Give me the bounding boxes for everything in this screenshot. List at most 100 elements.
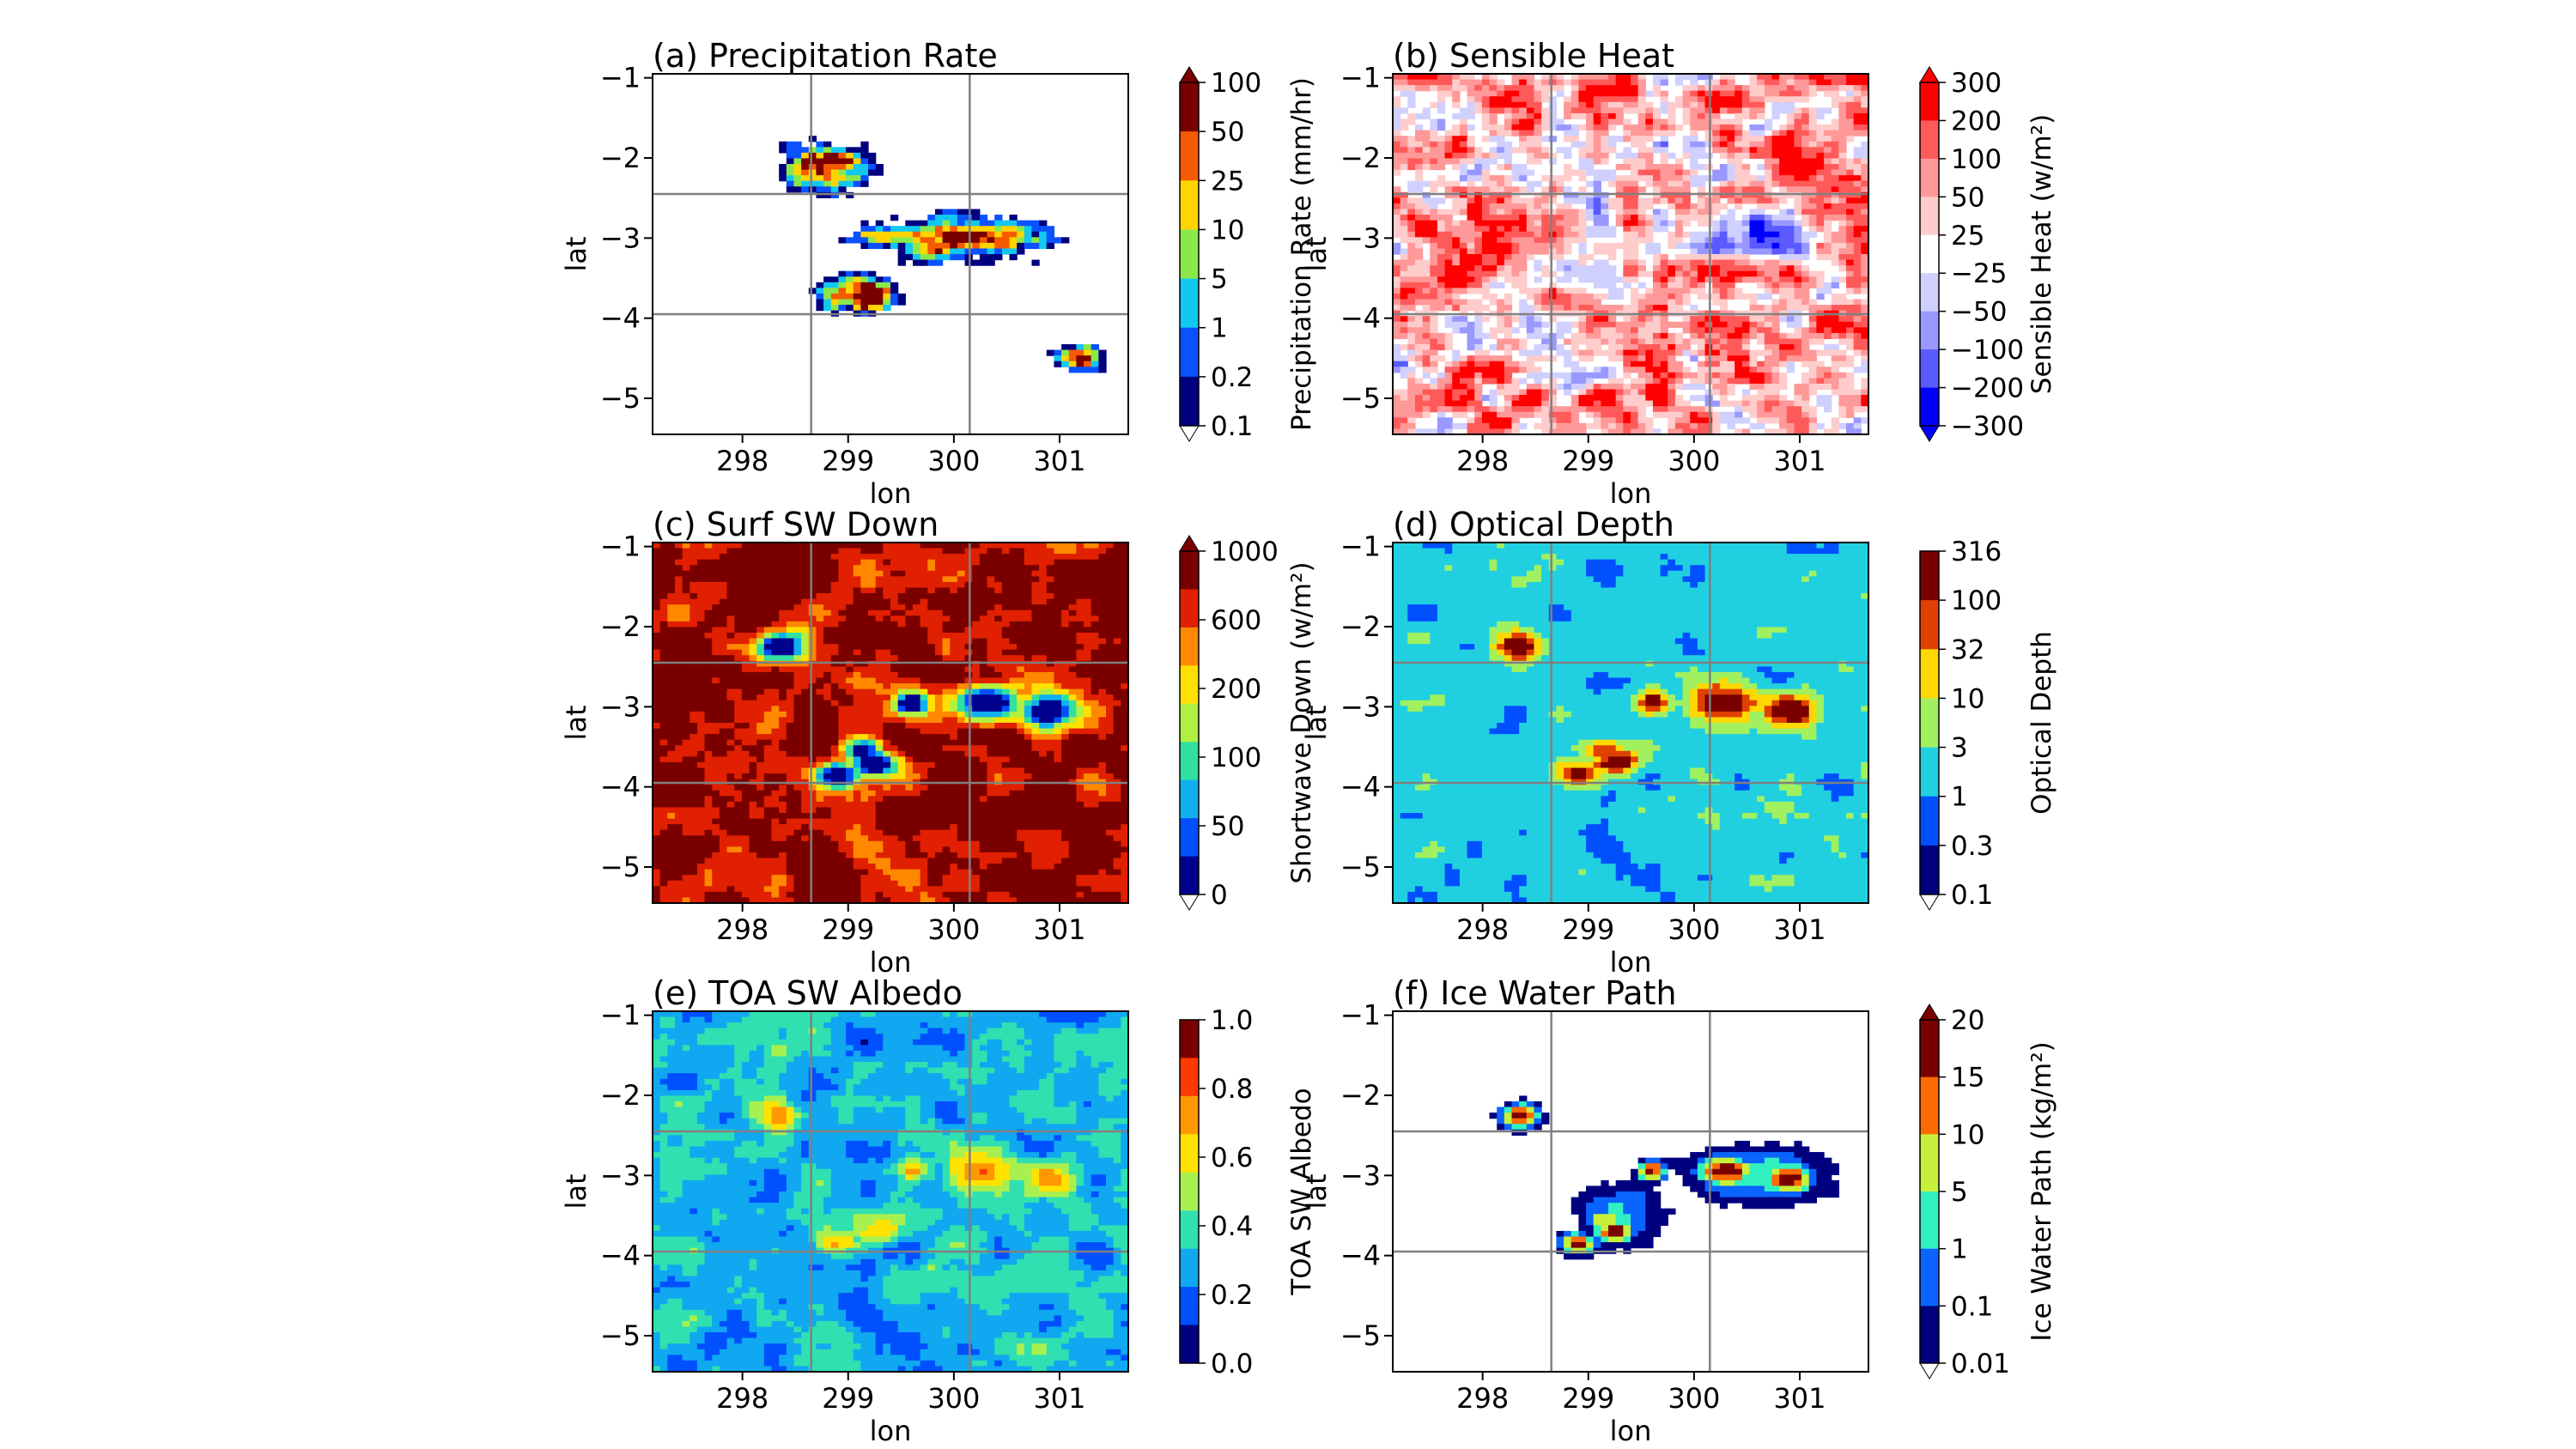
plot-frame-c (652, 542, 1129, 904)
panel-title-c: (c) Surf SW Down (653, 506, 939, 543)
y-tick-label: −2 (600, 610, 641, 643)
y-tick-label: −5 (600, 382, 641, 415)
grid-lines-e (653, 1011, 1128, 1372)
colorbar-segment (1180, 856, 1199, 895)
colorbar-label: Shortwave Down (w/m²) (1286, 561, 1317, 883)
x-tick-label: 298 (1456, 913, 1509, 946)
y-axis-label: lat (560, 236, 592, 271)
y-tick-label: −4 (600, 771, 641, 803)
y-tick-label: −2 (1340, 1079, 1381, 1112)
colorbar-label: Optical Depth (2026, 631, 2057, 815)
y-tick-label: −3 (1340, 690, 1381, 723)
colorbar-extend-top (1179, 66, 1200, 83)
panel-b: (b) Sensible Heat 298 299 300 301 −1 −2 −3 −4 −5 l… (1300, 37, 2057, 510)
colorbar-segment (1920, 1134, 1939, 1192)
x-tick-label: 301 (1033, 913, 1085, 946)
colorbar-segment (1180, 589, 1199, 628)
colorbar-segment (1920, 649, 1939, 699)
heatmap-field-d (1393, 543, 1869, 904)
y-tick-label: −2 (600, 1079, 641, 1112)
colorbar-extend-top (1919, 66, 1940, 83)
panel-title-d: (d) Optical Depth (1393, 506, 1674, 543)
colorbar-segment (1920, 234, 1939, 274)
colorbar-segment (1180, 551, 1199, 590)
colorbar-segment (1920, 551, 1939, 601)
colorbar-segment (1180, 1248, 1199, 1288)
grid-lines-b (1393, 74, 1868, 434)
panel-d: (d) Optical Depth 298 299 300 301 −1 −2 −3 −4 −5 l… (1300, 506, 2057, 979)
colorbar-tick-label: −200 (1951, 373, 2024, 404)
colorbar-tick-label: 100 (1211, 743, 1261, 773)
colorbar-tick-label: 0.8 (1211, 1074, 1253, 1105)
colorbar-tick-label: 5 (1951, 1177, 1968, 1208)
colorbar-tick-label: 0.01 (1951, 1349, 2010, 1379)
colorbar-tick-label: 0.0 (1211, 1349, 1253, 1379)
colorbar-tick-label: −25 (1951, 258, 2007, 289)
y-axis-label: lat (1300, 705, 1333, 740)
y-tick-label: −1 (1340, 530, 1381, 563)
x-tick-label: 298 (1456, 1382, 1509, 1415)
panel-title-f: (f) Ice Water Path (1393, 974, 1677, 1012)
plot-frame-b (1392, 73, 1869, 435)
colorbar-tick-label: 25 (1951, 221, 1984, 252)
colorbar-segment (1180, 665, 1199, 705)
heatmap-field-a (779, 136, 1107, 373)
colorbar-segment (1180, 82, 1199, 132)
x-tick-label: 301 (1033, 445, 1085, 477)
colorbar-tick-label: 1000 (1211, 537, 1279, 567)
colorbar-tick-label: 10 (1211, 215, 1244, 246)
colorbar-segment (1180, 327, 1199, 378)
colorbar-tick-label: 50 (1211, 117, 1244, 148)
colorbar-segment (1920, 1191, 1939, 1250)
plot-frame-d (1392, 542, 1869, 904)
y-tick-label: −2 (600, 142, 641, 174)
heatmap-field-c (653, 543, 1129, 904)
colorbar-label: Precipitation Rate (mm/hr) (1286, 77, 1317, 431)
colorbar-segment (1180, 1134, 1199, 1173)
colorbar-segment (1180, 1058, 1199, 1097)
colorbar-tick-label: 3 (1951, 733, 1968, 764)
colorbar-tick-label: 100 (1951, 585, 2002, 616)
y-tick-label: −4 (600, 1240, 641, 1272)
panel-e: (e) TOA SW Albedo 298 299 300 301 −1 −2 −3 −4 −5 l… (560, 974, 1317, 1447)
y-tick-label: −2 (1340, 610, 1381, 643)
colorbar-segment (1920, 1306, 1939, 1364)
y-tick-label: −1 (1340, 999, 1381, 1032)
plot-frame-f (1392, 1010, 1869, 1373)
x-tick-label: 299 (822, 445, 874, 477)
y-tick-label: −1 (1340, 62, 1381, 94)
y-tick-label: −1 (600, 62, 641, 94)
colorbar-label: Sensible Heat (w/m²) (2026, 114, 2057, 394)
colorbar-tick-label: 0.2 (1211, 362, 1253, 393)
colorbar-tick-label: 100 (1211, 68, 1261, 99)
x-tick-label: 300 (927, 1382, 980, 1415)
x-axis-label: lon (870, 1415, 912, 1447)
colorbar-segment (1180, 180, 1199, 230)
colorbar-segment (1180, 376, 1199, 427)
colorbar-segment (1920, 1248, 1939, 1307)
y-tick-label: −1 (600, 530, 641, 563)
x-tick-label: 301 (1773, 445, 1826, 477)
colorbar-e: 1.0 0.8 0.6 0.4 0.2 0.0 TOA SW Albedo (1179, 1005, 1317, 1379)
colorbar-tick-label: 0.1 (1951, 1291, 1993, 1322)
colorbar-tick-label: 600 (1211, 605, 1261, 636)
x-axis-label: lon (870, 946, 912, 979)
colorbar-tick-label: −50 (1951, 297, 2007, 328)
x-axis-label: lon (870, 477, 912, 510)
colorbar-tick-label: 15 (1951, 1063, 1984, 1094)
colorbar-tick-label: 32 (1951, 634, 1984, 665)
colorbar-segment (1180, 1325, 1199, 1364)
colorbar-tick-label: 0 (1211, 880, 1228, 911)
panel-title-b: (b) Sensible Heat (1393, 37, 1674, 75)
plot-frame-a (652, 73, 1129, 435)
colorbar-segment (1920, 600, 1939, 650)
y-tick-label: −3 (600, 690, 641, 723)
colorbar-tick-label: 0.3 (1951, 831, 1993, 862)
y-tick-label: −5 (1340, 382, 1381, 415)
x-tick-label: 299 (1562, 445, 1614, 477)
grid-lines-f (1393, 1011, 1868, 1372)
colorbar-label: TOA SW Albedo (1286, 1088, 1317, 1295)
colorbar-segment (1180, 742, 1199, 781)
x-tick-label: 299 (822, 1382, 874, 1415)
